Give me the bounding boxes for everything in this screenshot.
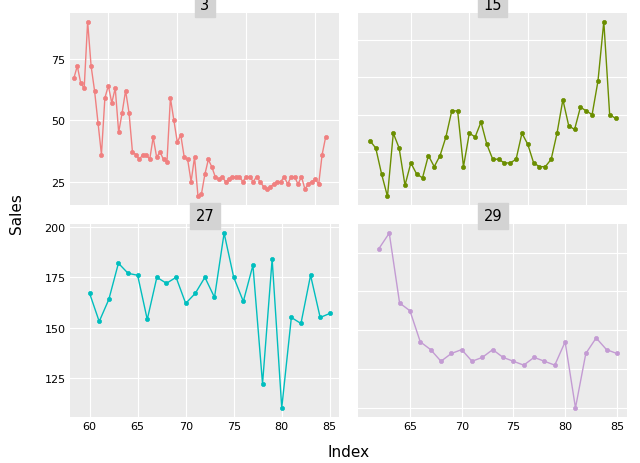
Title: 3: 3 [200,0,209,13]
Text: Sales: Sales [8,193,24,233]
Text: Index: Index [328,444,370,459]
Title: 15: 15 [483,0,502,13]
Title: 27: 27 [195,209,214,224]
Title: 29: 29 [483,209,502,224]
